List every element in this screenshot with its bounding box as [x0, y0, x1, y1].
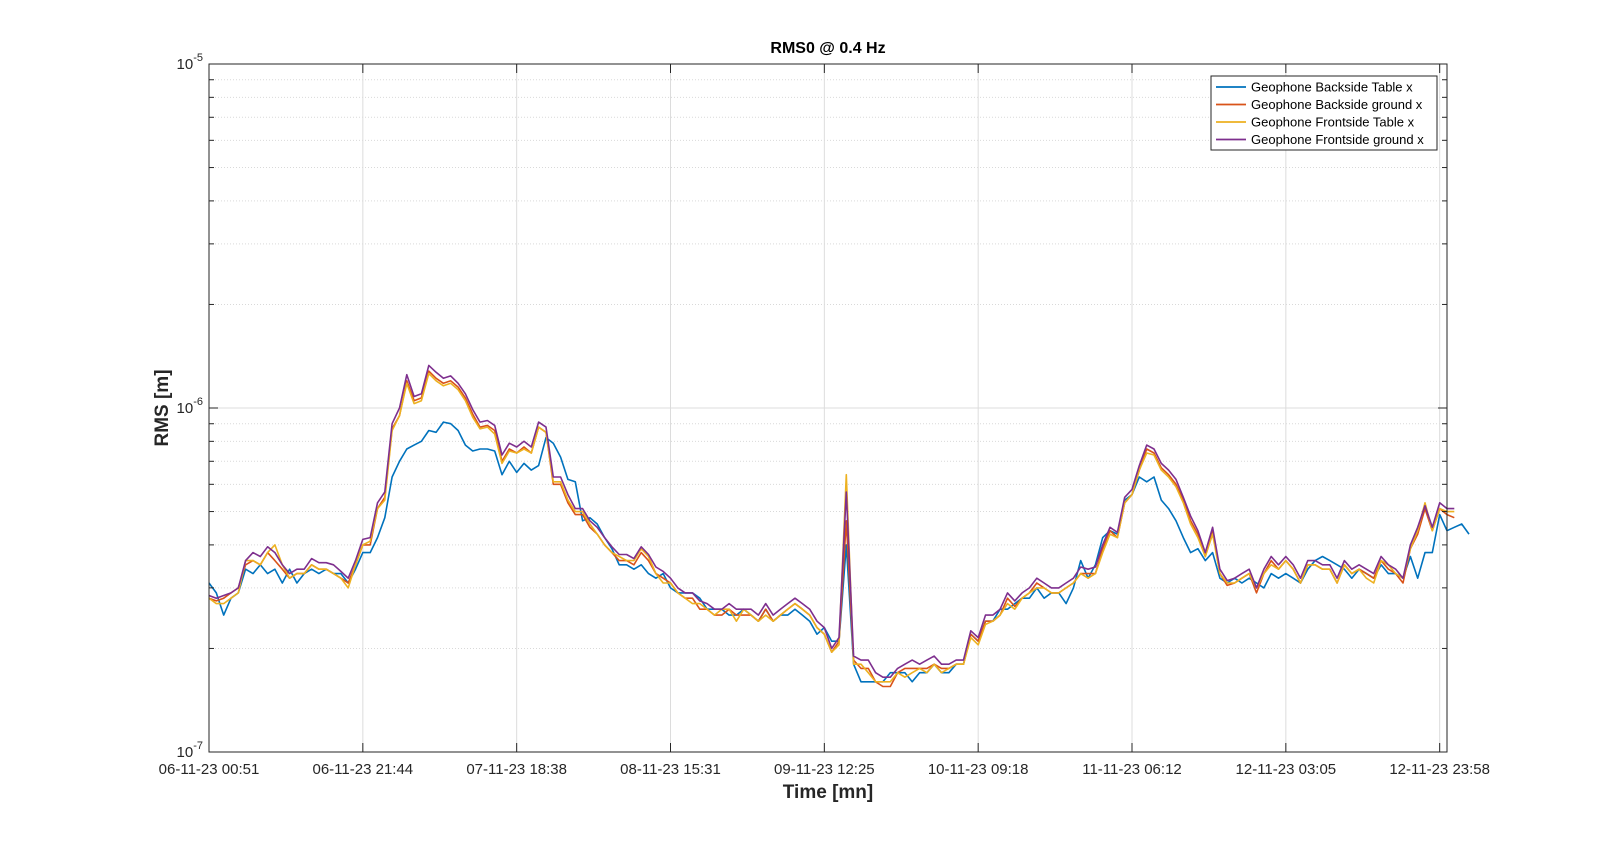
legend-label: Geophone Frontside ground x	[1251, 132, 1424, 147]
legend: Geophone Backside Table x Geophone Backsi…	[1210, 75, 1438, 151]
x-tick-label: 09-11-23 12:25	[774, 761, 875, 778]
y-tick-base: 10	[177, 744, 194, 761]
series-lines	[208, 364, 1470, 688]
x-tick-label: 08-11-23 15:31	[620, 761, 721, 778]
y-tick-base: 10	[177, 400, 194, 417]
legend-label: Geophone Frontside Table x	[1251, 115, 1415, 130]
y-tick-exponent: -6	[193, 396, 203, 408]
legend-label: Geophone Backside Table x	[1251, 80, 1413, 95]
y-tick-label: 10-6	[177, 396, 203, 417]
axis-ticks	[208, 63, 1447, 753]
y-tick-label: 10-7	[177, 740, 203, 761]
legend-label: Geophone Backside ground x	[1251, 97, 1423, 112]
y-tick-exponent: -5	[193, 52, 203, 64]
chart-title: RMS0 @ 0.4 Hz	[770, 40, 885, 57]
x-tick-label: 12-11-23 03:05	[1236, 761, 1337, 778]
y-tick-labels: 10-710-610-5	[177, 52, 203, 761]
series-line-3	[208, 372, 1455, 683]
x-tick-labels: 06-11-23 00:51 06-11-23 21:44 07-11-23 18:…	[159, 761, 1490, 778]
x-tick-label: 06-11-23 21:44	[313, 761, 414, 778]
x-tick-label: 07-11-23 18:38	[466, 761, 567, 778]
series-line-4	[208, 364, 1455, 679]
x-tick-label: 10-11-23 09:18	[928, 761, 1029, 778]
x-tick-label: 11-11-23 06:12	[1082, 761, 1182, 778]
x-tick-label: 06-11-23 00:51	[159, 761, 260, 778]
legend-box	[1210, 75, 1438, 151]
y-tick-exponent: -7	[193, 740, 203, 752]
y-axis-label: RMS [m]	[152, 369, 173, 446]
x-tick-label: 12-11-23 23:58	[1389, 761, 1490, 778]
y-tick-label: 10-5	[177, 52, 203, 73]
y-tick-base: 10	[177, 56, 194, 73]
x-axis-label: Time [mn]	[783, 782, 873, 803]
